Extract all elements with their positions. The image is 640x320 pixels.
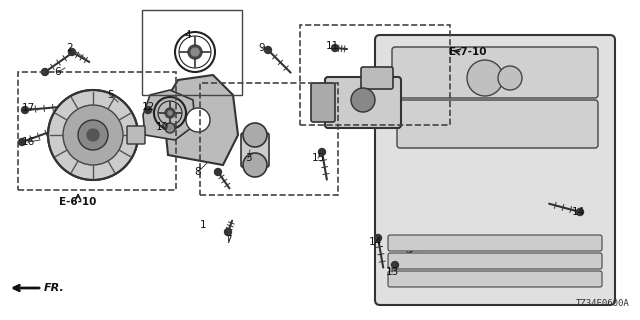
Text: FR.: FR. — [44, 283, 65, 293]
Text: 16: 16 — [21, 137, 35, 147]
Circle shape — [191, 48, 199, 56]
Bar — [200, 83, 338, 195]
Circle shape — [48, 90, 138, 180]
FancyBboxPatch shape — [325, 77, 401, 128]
Circle shape — [243, 123, 267, 147]
Circle shape — [374, 235, 381, 242]
Text: 5: 5 — [107, 90, 113, 100]
Circle shape — [68, 49, 76, 55]
Circle shape — [264, 46, 271, 53]
FancyBboxPatch shape — [311, 83, 335, 122]
Bar — [300, 25, 450, 125]
Text: 2: 2 — [67, 43, 74, 53]
Circle shape — [351, 88, 375, 112]
Text: 17: 17 — [21, 103, 35, 113]
Circle shape — [392, 261, 399, 268]
Text: 10: 10 — [156, 122, 168, 132]
FancyBboxPatch shape — [392, 47, 598, 98]
Text: 11: 11 — [325, 41, 339, 51]
Circle shape — [22, 107, 29, 114]
Circle shape — [42, 68, 49, 76]
Circle shape — [63, 105, 123, 165]
Bar — [18, 72, 176, 190]
Polygon shape — [143, 90, 195, 140]
Circle shape — [577, 209, 584, 215]
FancyBboxPatch shape — [388, 235, 602, 251]
Circle shape — [188, 45, 202, 59]
Text: 9: 9 — [259, 43, 266, 53]
Text: 1: 1 — [200, 220, 206, 230]
Circle shape — [165, 123, 175, 133]
Bar — [142, 10, 242, 95]
Circle shape — [467, 60, 503, 96]
Circle shape — [78, 120, 108, 150]
Text: E-7-10: E-7-10 — [449, 47, 487, 57]
Text: 14: 14 — [369, 237, 381, 247]
Text: 7: 7 — [225, 235, 231, 245]
Text: 15: 15 — [312, 153, 324, 163]
Text: 6: 6 — [54, 67, 61, 77]
FancyBboxPatch shape — [241, 133, 269, 167]
Circle shape — [186, 108, 210, 132]
FancyBboxPatch shape — [388, 271, 602, 287]
Text: 8: 8 — [195, 167, 202, 177]
Text: E-6-10: E-6-10 — [60, 197, 97, 207]
Text: TZ34E0600A: TZ34E0600A — [576, 299, 630, 308]
Circle shape — [498, 66, 522, 90]
Text: 13: 13 — [385, 267, 399, 277]
Circle shape — [145, 107, 152, 114]
Text: 4: 4 — [185, 30, 191, 40]
FancyBboxPatch shape — [127, 126, 145, 144]
FancyBboxPatch shape — [388, 253, 602, 269]
Circle shape — [165, 108, 175, 118]
Circle shape — [19, 139, 26, 146]
Text: 14: 14 — [572, 207, 584, 217]
Circle shape — [332, 44, 339, 52]
Circle shape — [87, 129, 99, 141]
FancyBboxPatch shape — [375, 35, 615, 305]
Text: 12: 12 — [141, 102, 155, 112]
FancyBboxPatch shape — [361, 67, 393, 89]
Circle shape — [214, 169, 221, 175]
Polygon shape — [163, 75, 238, 165]
Text: 3: 3 — [244, 153, 252, 163]
Circle shape — [168, 111, 172, 115]
Circle shape — [225, 228, 232, 236]
Circle shape — [319, 148, 326, 156]
FancyBboxPatch shape — [397, 100, 598, 148]
Circle shape — [243, 153, 267, 177]
